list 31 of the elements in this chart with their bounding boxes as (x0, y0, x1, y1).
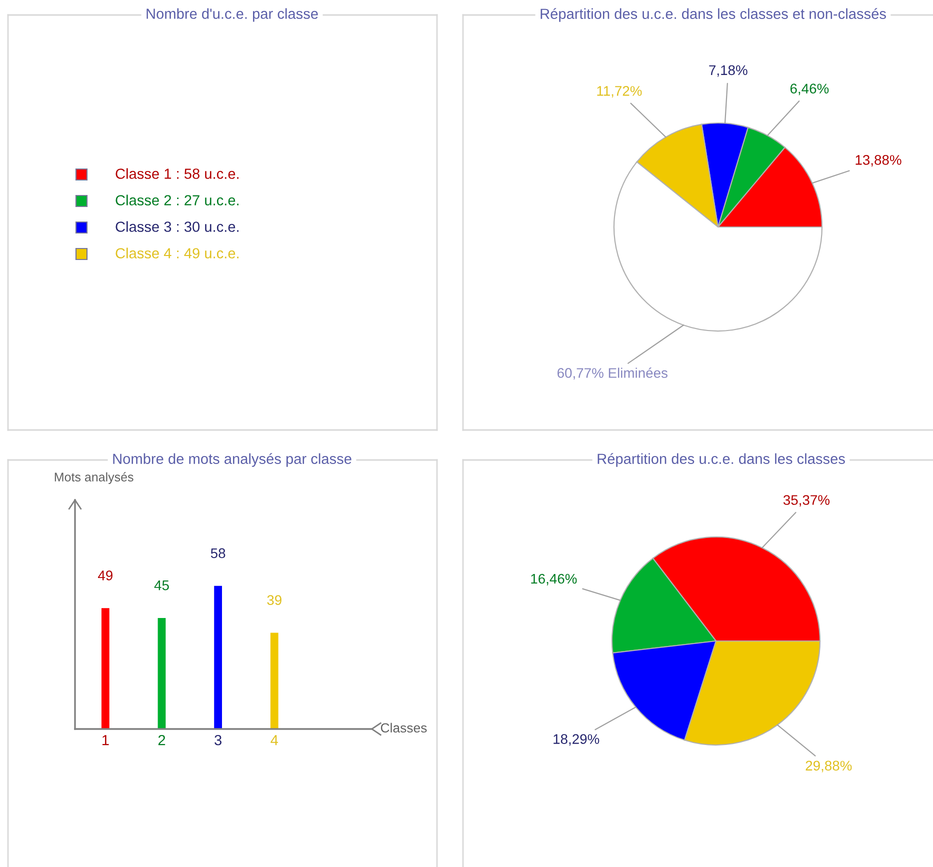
text: Classe 3 : 30 u.c.e. (116, 221, 239, 232)
slice-label: 60,77% Eliminées (558, 368, 668, 380)
data-label: 13,88% (856, 155, 902, 166)
data-label: 6,46% (790, 84, 829, 96)
text: Nombre d'u.c.e. par classe (146, 8, 318, 22)
bar (101, 608, 110, 729)
bar (158, 618, 166, 729)
chart-title: Répartition des u.c.e. dans les classes (598, 453, 845, 467)
data-label: 16,46% (531, 574, 577, 586)
data-label: 7,18% (709, 65, 748, 77)
x-tick-label: 4 (270, 735, 278, 746)
chart-title: Répartition des u.c.e. dans les classes et non-classés (540, 8, 886, 22)
bar (270, 632, 278, 729)
x-axis-title: Classes (380, 722, 427, 733)
data-label: 39 (267, 595, 282, 606)
data-label: 18,29% (554, 734, 600, 746)
data-label: 29,88% (806, 760, 852, 772)
text: Classe 2 : 27 u.c.e. (116, 194, 239, 206)
x-tick-label: 1 (102, 735, 109, 746)
data-label: 45 (154, 580, 169, 590)
x-tick-label: 3 (214, 734, 222, 746)
y-axis-title: Mots analysés (54, 472, 134, 484)
text: Classe 1 : 58 u.c.e. (116, 168, 239, 179)
data-label: 35,37% (783, 495, 830, 507)
x-tick-label: 2 (158, 734, 166, 746)
data-label: 49 (98, 570, 112, 580)
chart-title: Nombre de mots analysés par classe (113, 453, 352, 467)
text: Classe 4 : 49 u.c.e. (116, 248, 239, 258)
data-label: 11,72% (597, 86, 642, 98)
bar (214, 586, 222, 729)
data-label: 58 (210, 548, 226, 558)
